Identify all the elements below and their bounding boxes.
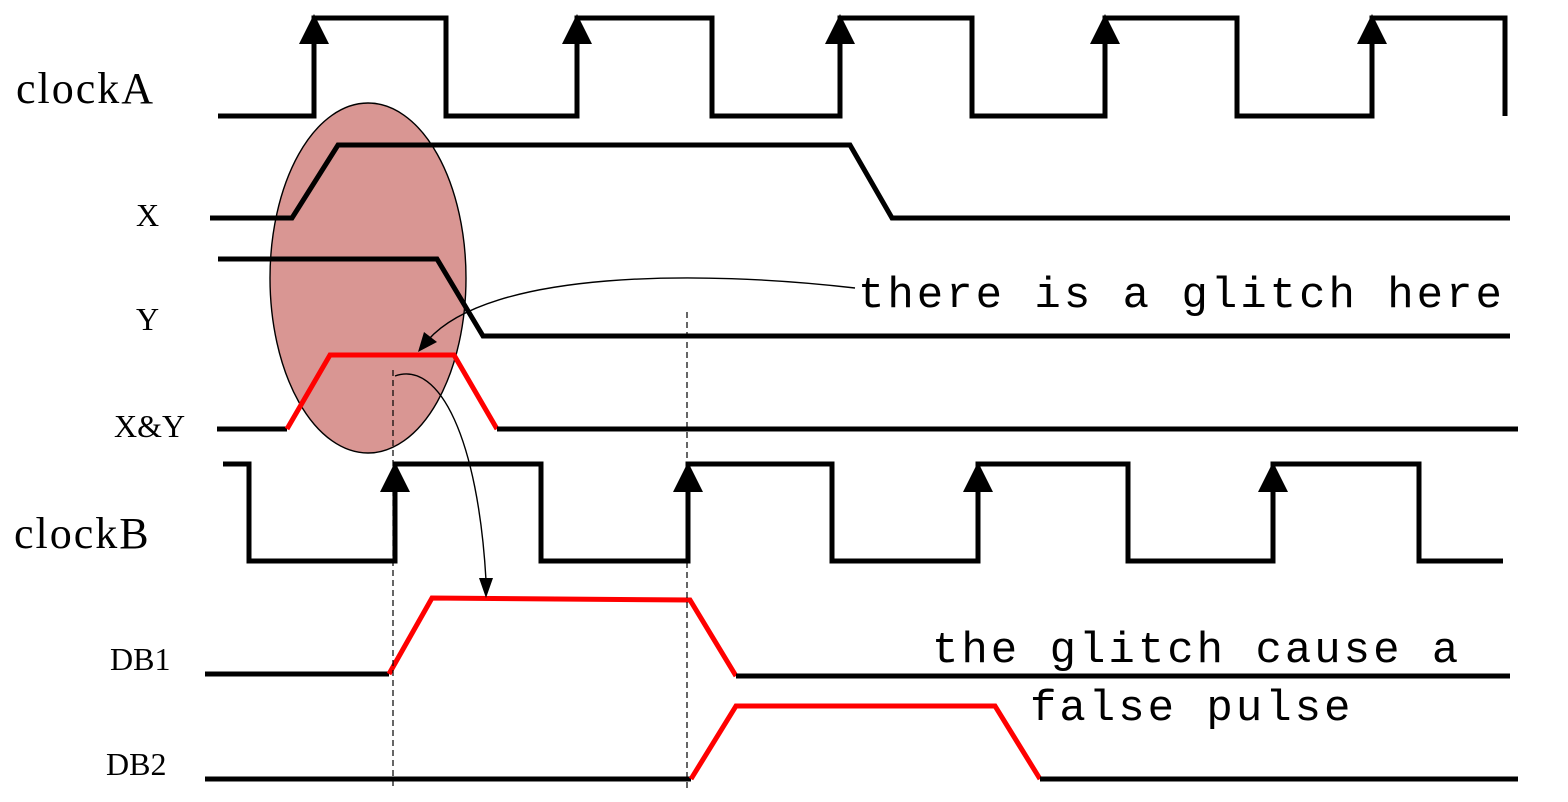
glitch-pointer-arrowhead (418, 332, 437, 352)
false-pulse-pointer-arrowhead (479, 578, 493, 598)
annotation-false-pulse-line2: false pulse (1030, 684, 1353, 734)
clockA-rising-edge-arrow-4 (1090, 14, 1120, 44)
signal-label-db1: DB1 (110, 641, 170, 677)
clockA-rising-edge-arrow-1 (299, 14, 329, 44)
clockB-waveform (223, 461, 1503, 564)
false-pulse-pointer-arrow (394, 373, 487, 581)
signal-label-x: X (136, 197, 159, 233)
clockA-rising-edge-arrow-5 (1357, 14, 1387, 44)
clockB-rising-edge-arrow-2 (673, 462, 703, 492)
clockB-rising-edge-arrow-3 (963, 462, 993, 492)
annotation-glitch-here: there is a glitch here (858, 271, 1505, 321)
glitch-highlight-ellipse (269, 102, 467, 454)
clockA-rising-edge-arrow-2 (562, 14, 592, 44)
db2-false-pulse (688, 703, 1043, 781)
signal-label-clockB: clockB (14, 509, 151, 558)
x-waveform (210, 142, 1510, 221)
clockB-rising-edge-arrow-4 (1258, 462, 1288, 492)
glitch-pointer-arrow (427, 277, 856, 341)
annotation-false-pulse-line1: the glitch cause a (932, 626, 1461, 676)
signal-label-db2: DB2 (106, 746, 166, 782)
xy-glitch-pulse (284, 352, 500, 431)
signal-label-xy: X&Y (114, 408, 185, 444)
signal-label-clockA: clockA (16, 64, 155, 113)
db1-false-pulse (386, 595, 739, 678)
clockA-rising-edge-arrow-3 (825, 14, 855, 44)
signal-label-y: Y (136, 301, 159, 337)
clockB-rising-edge-arrow-1 (380, 462, 410, 492)
clockA-waveform (218, 15, 1508, 119)
y-waveform (218, 256, 1510, 339)
